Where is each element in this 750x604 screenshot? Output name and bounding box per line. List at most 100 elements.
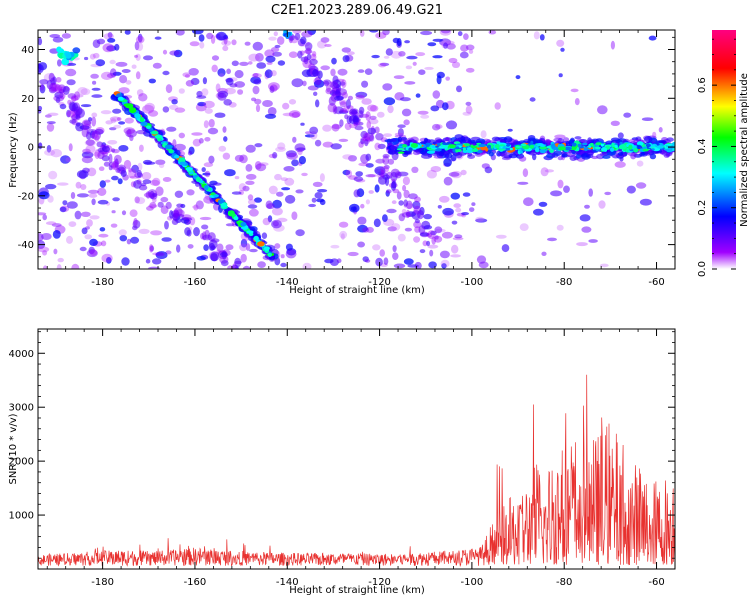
spectrogram-cell <box>265 200 273 209</box>
spectrogram-cell <box>83 120 92 125</box>
spectrogram-cell <box>302 80 307 87</box>
spectrogram-cell <box>442 102 449 111</box>
spectrogram-cell <box>478 143 486 148</box>
spectrogram-cell <box>563 137 570 143</box>
spectrogram-cell <box>276 217 288 223</box>
spectrogram-cell <box>111 175 119 181</box>
spectrogram-cell <box>103 161 111 167</box>
spectrogram-cell <box>74 91 80 101</box>
spectrogram-cell <box>339 108 348 113</box>
spectrogram-cell <box>369 115 377 120</box>
spectrogram-cell <box>432 123 441 131</box>
spectrogram-cell <box>132 225 138 231</box>
spectrogram-cell <box>264 69 273 78</box>
spectrogram-cell <box>424 66 434 70</box>
spectrogram-cell <box>129 107 137 114</box>
spectrogram-cell <box>331 57 337 65</box>
spectrogram-cell <box>362 227 370 233</box>
spectrogram-cell <box>149 190 155 200</box>
colorbar-ticks: 0.0 0.2 0.4 0.6 <box>697 38 736 277</box>
spectrogram-cell <box>617 132 624 139</box>
spectrogram-cell <box>80 88 91 96</box>
spectrogram-cell <box>222 152 231 160</box>
spectrogram-cell <box>413 236 421 243</box>
spectrogram-cell <box>443 176 453 186</box>
spectrogram-cell <box>225 244 234 251</box>
spectrogram-cell <box>254 98 262 105</box>
spectrogram-cell <box>391 223 401 231</box>
spectrogram-cell <box>270 70 277 77</box>
spectrogram-cell <box>457 31 463 37</box>
spectrogram-cell <box>529 144 535 149</box>
spectrogram-cell <box>330 81 339 90</box>
spectrogram-cell <box>102 43 114 53</box>
spectrogram-cell <box>665 143 673 146</box>
spectrogram-cell <box>342 105 350 114</box>
spectrogram-cell <box>160 196 169 203</box>
spectrogram-cell <box>387 149 397 155</box>
spectrogram-cell <box>52 36 64 43</box>
spectrogram-cell <box>435 148 442 152</box>
spectrogram-cell <box>267 252 272 257</box>
spectrogram-cell <box>494 144 500 149</box>
spectrogram-cell <box>319 173 325 182</box>
spectrogram-cell <box>52 230 61 239</box>
spectrogram-cell <box>529 97 536 102</box>
spectrogram-cell <box>368 118 379 125</box>
spectrogram-cell <box>232 263 237 269</box>
spectrogram-cell <box>222 126 227 133</box>
spectrogram-cell <box>203 185 209 191</box>
spectrogram-cell <box>174 190 184 198</box>
spectrogram-cell <box>89 249 98 256</box>
spectrogram-cell <box>93 151 102 157</box>
spectrogram-cell <box>184 227 191 236</box>
spectrogram-cell <box>180 217 190 224</box>
spectrogram-cell <box>445 136 450 142</box>
spectrogram-cell <box>142 159 153 165</box>
spectrogram-cell <box>495 234 507 239</box>
spectrogram-cell <box>367 104 377 112</box>
spectrogram-cell <box>431 236 437 245</box>
spectrogram-cell <box>171 218 179 225</box>
spectrogram-cell <box>412 200 421 210</box>
spectrogram-cell <box>68 143 73 152</box>
spectrogram-cell <box>195 176 201 182</box>
spectrogram-cell <box>231 191 242 195</box>
spectrogram-cell <box>274 243 281 249</box>
spectrogram-cell <box>57 59 62 67</box>
spectrogram-cell <box>221 40 232 46</box>
spectrogram-cell <box>383 257 389 266</box>
spectrogram-cell <box>471 136 481 141</box>
spectrogram-cell <box>196 255 206 261</box>
spectrogram-cell <box>401 108 412 117</box>
spectrogram-cell <box>365 199 370 205</box>
spectrogram-cell <box>539 145 547 150</box>
spectrogram-cell <box>106 257 112 264</box>
spectrogram-cell <box>397 127 404 137</box>
spectrogram-cell <box>388 142 393 146</box>
spectrogram-cell <box>242 265 251 269</box>
spectrogram-cell <box>269 85 275 93</box>
spectrogram-cell <box>570 88 579 93</box>
spectrogram-cell <box>338 138 349 142</box>
spectrogram-cell <box>118 145 129 152</box>
spectrogram-cell <box>252 41 263 51</box>
spectrogram-cell <box>176 244 181 253</box>
spectrogram-cell <box>96 141 103 148</box>
spectrogram-cell <box>111 210 116 214</box>
spectrogram-cell <box>224 268 228 269</box>
spectrogram-cell <box>90 73 99 79</box>
spectrogram-cell <box>90 130 96 139</box>
spectrogram-cell <box>440 259 450 268</box>
spectrogram-cell <box>338 221 349 228</box>
spectrogram-cell <box>520 143 527 146</box>
spectrogram-cell <box>414 226 421 233</box>
spectrogram-cell <box>303 49 313 54</box>
spectrogram-cell <box>134 113 141 119</box>
spectrogram-cell <box>522 168 529 178</box>
spectrogram-cell <box>333 106 344 115</box>
spectrogram-cell <box>379 249 386 257</box>
spectrogram-cell <box>313 91 318 97</box>
spectrogram-cell <box>465 67 475 73</box>
spectrogram-cell <box>131 164 139 173</box>
